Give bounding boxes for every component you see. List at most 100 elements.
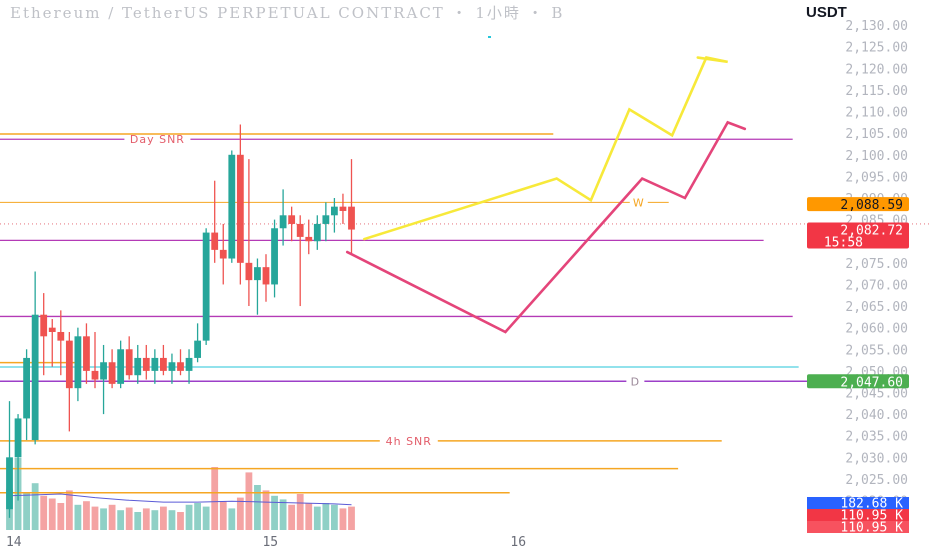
- candle: [348, 159, 355, 255]
- candle: [14, 414, 22, 501]
- price-tick-label: 2,125.00: [845, 41, 908, 56]
- price-axis: 2,130.00 2,125.00 2,120.00 2,115.00 2,110.00…: [845, 19, 908, 509]
- candle: [6, 401, 13, 518]
- candle: [74, 327, 82, 402]
- candle: [322, 202, 330, 242]
- volume-label-text: 182.68 K: [840, 497, 903, 512]
- candle: [313, 215, 321, 250]
- candle-body: [23, 357, 30, 419]
- volume-bar: [31, 483, 39, 530]
- countdown-label-text: 15:58: [824, 235, 863, 250]
- volume-bar: [211, 467, 219, 530]
- candle-body: [91, 370, 99, 380]
- candle: [57, 310, 65, 376]
- candle: [134, 344, 142, 384]
- volume-bar: [91, 506, 99, 530]
- volume-bar: [23, 492, 30, 530]
- candle-body: [160, 357, 167, 371]
- line-annotation-label: Day SNR: [130, 133, 185, 146]
- candle: [177, 349, 184, 376]
- candle: [262, 254, 270, 302]
- indicator-dot: [488, 36, 491, 38]
- price-tick-label: 2,055.00: [845, 343, 908, 358]
- volume-bar: [100, 508, 107, 530]
- time-axis-label: 15: [262, 535, 278, 550]
- annotation-background: [124, 137, 191, 142]
- candle-body: [6, 457, 13, 510]
- candle-body: [57, 331, 65, 341]
- candle-body: [14, 418, 22, 458]
- candle-body: [83, 336, 90, 371]
- candle: [125, 336, 133, 380]
- candle: [168, 353, 176, 384]
- candle: [228, 150, 236, 263]
- volume-bar: [177, 512, 184, 530]
- price-tick-label: 2,040.00: [845, 408, 908, 423]
- price-tick-label: 2,130.00: [845, 19, 908, 34]
- candle: [194, 323, 201, 363]
- candle-body: [142, 357, 150, 371]
- price-tick-label: 2,035.00: [845, 430, 908, 445]
- candle-body: [31, 314, 39, 441]
- candle: [271, 219, 278, 298]
- candle-body: [108, 362, 116, 384]
- candle: [339, 193, 347, 224]
- volume-bar: [57, 503, 65, 530]
- candle: [245, 159, 253, 307]
- candle: [40, 293, 48, 376]
- line-annotation-label: 4h SNR: [386, 435, 432, 448]
- candle-body: [236, 154, 244, 263]
- line-annotation-label: D: [631, 375, 640, 388]
- candle: [254, 258, 261, 315]
- candle-body: [228, 154, 236, 259]
- volume-bar: [339, 508, 347, 530]
- volume-bar: [254, 485, 261, 530]
- line-annotation-label: W: [633, 196, 645, 209]
- candle: [219, 223, 227, 285]
- candle-body: [134, 357, 142, 376]
- volume-bar: [151, 510, 159, 530]
- candle-body: [331, 206, 338, 216]
- candle: [91, 331, 99, 389]
- volume-bar: [134, 512, 142, 530]
- volume-bar: [117, 510, 125, 530]
- volume-bar: [168, 510, 176, 530]
- volume-label-tag: [807, 509, 909, 521]
- volume-bar: [271, 495, 278, 530]
- price-tick-label: 2,075.00: [845, 257, 908, 272]
- price-tick-label: 2,115.00: [845, 84, 908, 99]
- time-axis-label: 14: [6, 535, 22, 550]
- candle: [31, 271, 39, 445]
- volume-bar: [83, 501, 90, 530]
- volume-label-tag: [807, 521, 909, 533]
- candle-body: [313, 223, 321, 242]
- candle: [236, 124, 244, 285]
- candle-body: [296, 223, 304, 237]
- candle-body: [125, 349, 133, 376]
- volume-bar: [48, 498, 56, 530]
- candle-body: [168, 362, 176, 371]
- annotation-background: [626, 379, 645, 384]
- candle: [202, 228, 210, 345]
- candle-body: [348, 206, 355, 230]
- candle-body: [245, 262, 253, 281]
- candle-body: [194, 340, 201, 358]
- volume-bar: [142, 508, 150, 530]
- candle-body: [151, 357, 159, 371]
- volume-bar: [322, 503, 330, 530]
- candle-body: [288, 215, 296, 224]
- candle-body: [74, 336, 82, 389]
- candle-body: [211, 232, 219, 250]
- price-tick-label: 2,095.00: [845, 170, 908, 185]
- price-label-tag: [807, 222, 909, 249]
- candle: [48, 319, 56, 367]
- candle-body: [100, 362, 107, 380]
- price-tick-label: 2,110.00: [845, 106, 908, 121]
- candles: [6, 124, 355, 518]
- volume-bar: [65, 490, 73, 530]
- volume-bar: [202, 506, 210, 530]
- currency-unit: USDT: [806, 4, 847, 21]
- volume-bar: [219, 501, 227, 530]
- price-tick-label: 2,060.00: [845, 322, 908, 337]
